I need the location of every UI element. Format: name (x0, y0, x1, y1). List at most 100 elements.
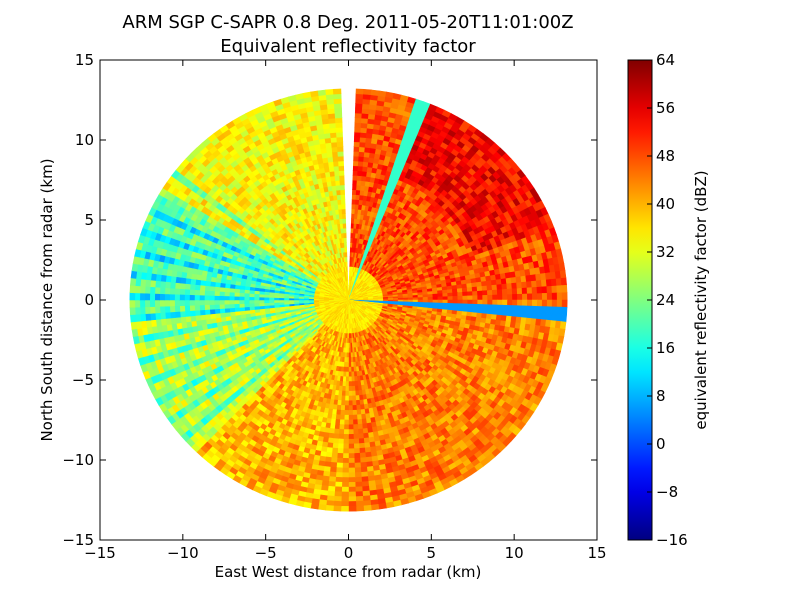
radar-cell (370, 504, 380, 511)
radar-cell (341, 491, 349, 498)
chart-title: ARM SGP C-SAPR 0.8 Deg. 2011-05-20T11:01… (122, 12, 573, 33)
radar-cell (437, 293, 444, 298)
radar-cell (487, 294, 493, 301)
radar-cell (343, 414, 349, 421)
radar-cell (546, 306, 553, 315)
radar-cell (511, 305, 518, 312)
radar-cell (335, 472, 343, 478)
radar-cell (348, 400, 353, 406)
radar-cell (341, 481, 349, 488)
radar-cell (348, 395, 353, 402)
radar-cell (541, 306, 548, 314)
radar-cell (526, 281, 533, 289)
radar-cell (491, 284, 498, 291)
radar-cell (348, 448, 355, 454)
radar-cell (481, 285, 488, 292)
radar-cell (536, 312, 543, 320)
radar-cell (333, 500, 342, 507)
radar-cell (353, 457, 361, 464)
radar-cell (516, 305, 523, 313)
radar-cell (491, 309, 498, 316)
radar-cell (348, 424, 354, 430)
radar-cell (338, 428, 345, 435)
radar-cell (353, 448, 360, 454)
radar-cell (351, 400, 357, 406)
radar-cell (432, 293, 439, 298)
radar-cell (507, 294, 513, 301)
radar-cell (457, 291, 464, 297)
radar-cell (341, 486, 349, 493)
radar-cell (361, 423, 368, 430)
radar-cell (342, 443, 349, 450)
radar-cell (422, 297, 429, 301)
radar-cell (310, 502, 320, 510)
radar-cell (527, 293, 533, 301)
reflectivity-field (129, 88, 568, 512)
radar-cell (531, 312, 538, 320)
radar-cell (351, 385, 356, 392)
radar-cell (522, 299, 528, 307)
radar-cell (341, 472, 349, 478)
radar-cell (487, 289, 493, 296)
radar-cell (353, 443, 360, 450)
radar-cell (340, 505, 349, 512)
radar-cell (551, 299, 558, 308)
radar-cell (477, 299, 483, 305)
radar-cell (339, 414, 345, 421)
radar-cell (476, 286, 483, 292)
radar-cell (457, 299, 464, 305)
radar-cell (348, 462, 355, 469)
radar-cell (477, 295, 483, 301)
radar-cell (358, 438, 365, 444)
radar-cell (358, 447, 366, 454)
radar-cell (348, 414, 354, 421)
radar-cell (352, 409, 358, 416)
radar-cell (496, 289, 503, 296)
radar-cell (356, 409, 362, 416)
radar-cell (536, 293, 543, 301)
radar-cell (352, 424, 359, 430)
radar-cell (336, 452, 344, 459)
radar-cell (427, 296, 434, 301)
radar-cell (545, 313, 553, 321)
radar-cell (348, 366, 352, 373)
radar-cell (482, 304, 488, 310)
radar-cell (348, 443, 355, 450)
radar-cell (522, 293, 528, 301)
radar-cell (356, 414, 362, 421)
radar-cell (546, 285, 553, 294)
radar-cell (325, 504, 334, 512)
radar-cell (338, 424, 345, 430)
radar-cell (355, 500, 364, 507)
radar-cell (341, 477, 349, 483)
radar-cell (329, 466, 337, 473)
radar-cell (361, 418, 367, 425)
radar-cell (472, 299, 479, 305)
radar-cell (486, 285, 493, 291)
radar-cell (417, 297, 424, 301)
radar-cell (341, 467, 349, 474)
radar-cell (546, 299, 553, 308)
radar-cell (340, 496, 349, 502)
radar-cell (344, 410, 349, 416)
radar-cell (561, 284, 568, 294)
radar-cell (336, 462, 343, 469)
radar-cell (360, 127, 368, 134)
radar-cell (335, 467, 343, 474)
radar-cell (352, 419, 358, 426)
radar-cell (342, 438, 349, 445)
radar-cell (332, 505, 342, 512)
radar-cell (343, 434, 349, 440)
radar-cell (472, 290, 478, 297)
radar-cell (330, 457, 338, 464)
radar-cell (531, 280, 538, 288)
radar-cell (348, 371, 352, 378)
radar-cell (536, 306, 543, 314)
radar-cell (361, 117, 369, 124)
radar-cell (561, 292, 568, 301)
radar-cell (506, 288, 513, 295)
radar-cell (541, 292, 548, 301)
radar-cell (358, 146, 366, 153)
radar-cell (355, 491, 364, 497)
